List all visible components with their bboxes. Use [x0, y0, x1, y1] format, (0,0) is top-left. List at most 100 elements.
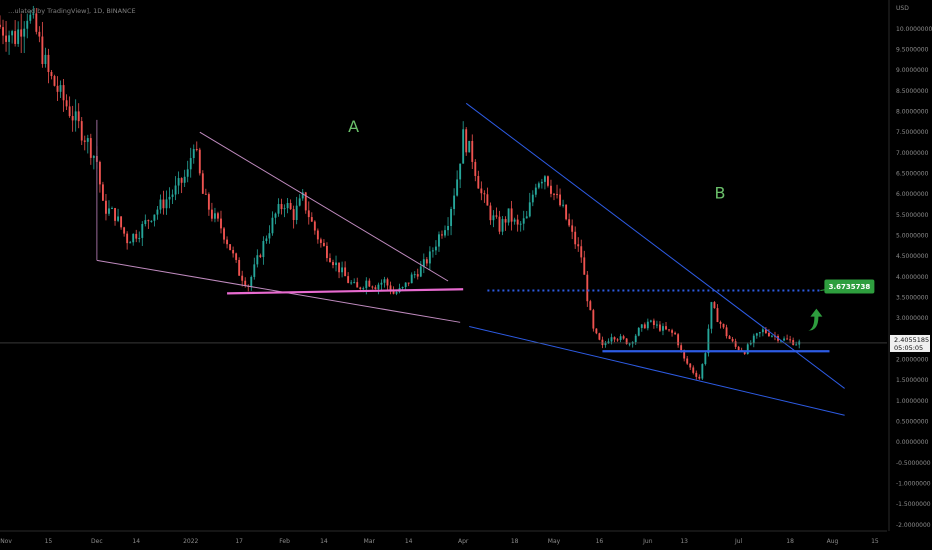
candle-body — [662, 326, 664, 331]
candle-body — [362, 288, 365, 290]
candle-body — [510, 208, 513, 222]
x-tick-label: May — [548, 538, 561, 545]
candle-body — [204, 193, 207, 195]
pattern-b-upper-line — [465, 102, 845, 389]
breakout-arrow-icon — [808, 308, 823, 331]
candle-body — [547, 176, 549, 186]
candle-body — [171, 194, 174, 197]
candle-body — [47, 54, 50, 72]
candle-body — [637, 327, 640, 336]
chart-title: …ulated by TradingView], 1D, BINANCE — [8, 7, 136, 15]
candle-body — [17, 29, 20, 44]
y-tick-label: 9.5000000 — [896, 47, 929, 54]
candle-body — [292, 209, 295, 221]
candle-body — [607, 341, 610, 344]
candle-body — [416, 274, 419, 277]
y-tick-label: 4.0000000 — [896, 274, 929, 281]
candle-body — [101, 184, 104, 201]
candle-body — [674, 332, 677, 335]
x-tick-label: Nov — [0, 538, 12, 545]
candle-body — [761, 329, 764, 333]
candle-body — [728, 336, 731, 339]
candle-body — [5, 35, 7, 42]
candle-body — [214, 213, 216, 219]
candle-body — [671, 330, 673, 333]
candle-body — [486, 194, 489, 206]
candle-body — [640, 324, 643, 328]
x-tick-label: 14 — [132, 538, 140, 545]
candle-body — [298, 198, 301, 206]
candle-body — [795, 344, 798, 346]
x-tick-label: 18 — [786, 538, 794, 545]
candle-body — [129, 242, 132, 244]
x-tick-label: Apr — [458, 538, 469, 545]
candle-body — [377, 284, 380, 289]
candle-body — [619, 336, 622, 340]
candle-body — [277, 204, 280, 214]
candle-body — [326, 245, 328, 259]
candle-body — [332, 262, 334, 266]
candle-body — [183, 176, 186, 183]
candle-body — [350, 282, 353, 284]
candle-body — [489, 205, 492, 221]
candle-body — [14, 31, 17, 44]
candle-body — [159, 199, 162, 210]
candle-body — [522, 218, 525, 224]
candle-body — [752, 335, 755, 344]
candle-body — [268, 233, 271, 239]
pattern-a-support-line — [227, 288, 464, 295]
candle-body — [477, 175, 480, 189]
candle-body — [26, 20, 29, 29]
candle-body — [20, 29, 23, 37]
candle-body — [132, 233, 135, 243]
candle-body — [719, 321, 722, 324]
candle-body — [474, 161, 477, 176]
candle-body — [792, 340, 795, 345]
candle-body — [447, 225, 449, 231]
candle-body — [386, 279, 389, 286]
y-tick-label: 0.5000000 — [896, 418, 929, 425]
candle-body — [559, 194, 561, 206]
candle-body — [668, 329, 670, 331]
candle-body — [271, 217, 274, 234]
candle-body — [583, 257, 586, 275]
x-tick-label: 18 — [511, 538, 519, 545]
candle-body — [162, 199, 165, 209]
x-tick-label: Dec — [91, 538, 103, 545]
candle-body — [428, 251, 431, 264]
candle-body — [401, 287, 404, 289]
candle-body — [471, 140, 474, 162]
candle-body — [365, 280, 368, 289]
candle-body — [153, 214, 156, 221]
candle-body — [456, 179, 459, 196]
y-tick-label: -1.5000000 — [896, 501, 931, 508]
candle-body — [319, 239, 322, 243]
candle-body — [665, 326, 667, 330]
candle-body — [652, 320, 655, 326]
candle-body — [165, 199, 168, 209]
candle-body — [356, 282, 359, 288]
candle-body — [316, 230, 319, 240]
candle-body — [783, 338, 786, 341]
candle-body — [11, 31, 14, 36]
candle-body — [755, 333, 758, 336]
candle-body — [307, 210, 310, 218]
candle-body — [431, 250, 434, 252]
candle-body — [410, 274, 413, 284]
candle-body — [519, 223, 522, 225]
candle-body — [771, 335, 773, 337]
candle-body — [265, 238, 268, 242]
candle-body — [150, 220, 153, 222]
x-tick-label: 16 — [596, 538, 604, 545]
candle-body — [710, 302, 713, 329]
candle-body — [198, 149, 201, 174]
candle-body — [256, 255, 259, 265]
current-price-tag — [890, 334, 930, 352]
candle-body — [758, 332, 761, 334]
candle-body — [389, 285, 392, 292]
candle-body — [313, 221, 316, 231]
candle-body — [138, 237, 141, 239]
candle-body — [280, 204, 283, 210]
candle-body — [383, 279, 386, 283]
